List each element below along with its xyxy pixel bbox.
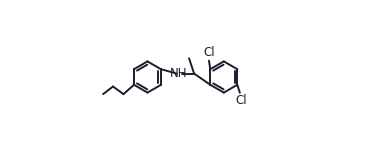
Text: Cl: Cl <box>236 94 247 107</box>
Text: Cl: Cl <box>203 46 215 59</box>
Text: NH: NH <box>170 67 188 80</box>
